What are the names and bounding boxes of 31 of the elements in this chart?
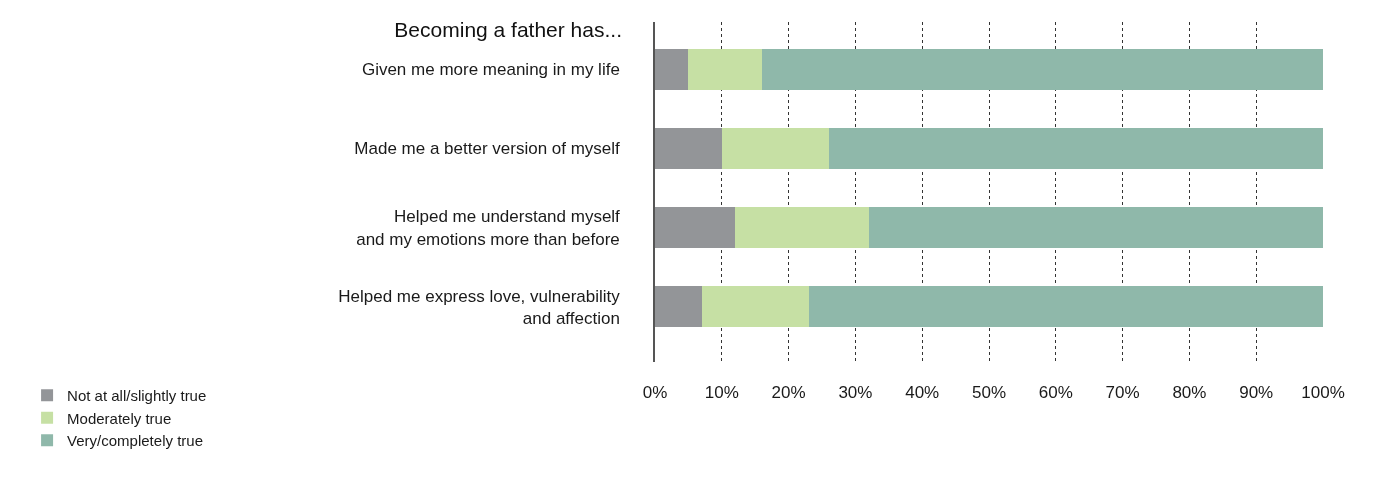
bar (655, 127, 722, 170)
x-tick-label: 40% (905, 383, 940, 402)
bar (655, 48, 689, 90)
x-tick-label: 30% (838, 383, 873, 402)
legend-label: Very/completely true (67, 432, 203, 450)
x-tick-label: 70% (1105, 383, 1140, 402)
x-tick-label: 90% (1239, 383, 1274, 402)
legend-label: Not at all/slightly true (67, 387, 207, 405)
x-tick-label: 0% (642, 383, 668, 402)
bar (655, 286, 702, 328)
x-tick-label: 60% (1038, 383, 1073, 402)
y-tick-label: Given me more meaning in my life (361, 60, 620, 80)
y-tick-label: Helped me express love, vulnerability and affection (338, 286, 621, 328)
bar (688, 48, 762, 90)
bar (735, 207, 869, 249)
legend-label: Moderately true (67, 409, 172, 427)
x-tick-label: 10% (704, 383, 739, 402)
chart-title: Becoming a father has... (394, 18, 622, 42)
bar (808, 286, 1323, 328)
bar (655, 207, 736, 249)
bar (701, 286, 809, 328)
x-tick-label: 80% (1172, 383, 1207, 402)
x-tick-label: 100% (1301, 383, 1345, 402)
y-tick-label: Made me a better version of myself (354, 139, 621, 159)
bar (868, 207, 1323, 249)
x-tick-label: 20% (771, 383, 806, 402)
y-tick-label: Helped me understand myself and my emotions more than before (356, 207, 621, 249)
x-tick-label: 50% (971, 383, 1007, 402)
bar (721, 127, 829, 170)
bar (828, 127, 1323, 170)
bar (761, 48, 1323, 90)
